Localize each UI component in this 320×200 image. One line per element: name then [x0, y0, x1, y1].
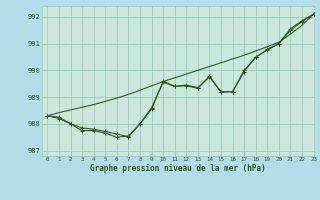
X-axis label: Graphe pression niveau de la mer (hPa): Graphe pression niveau de la mer (hPa) — [90, 164, 266, 173]
